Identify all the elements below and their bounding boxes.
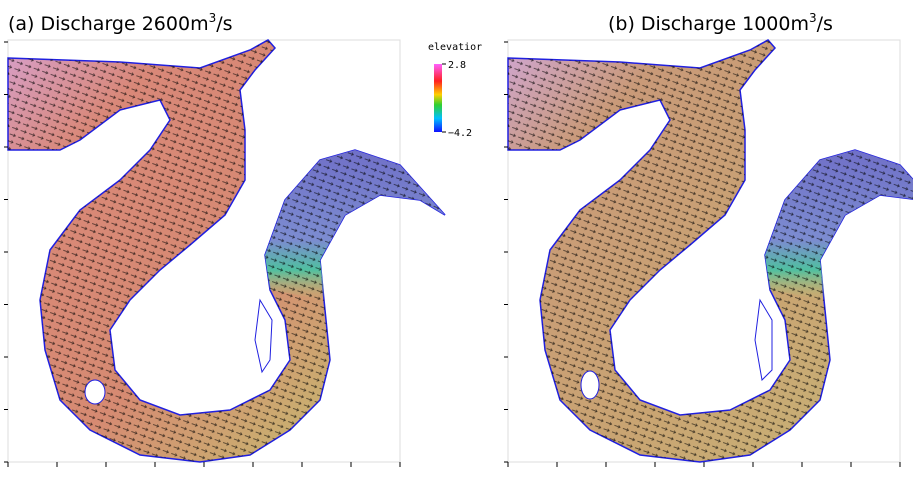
island (85, 380, 105, 404)
island (581, 371, 599, 399)
panel (8, 40, 445, 462)
colorbar-tick-label: −4.2 (448, 128, 472, 139)
colorbar-label: elevatior (428, 42, 482, 53)
island (255, 300, 272, 372)
flow-vectors (8, 40, 445, 462)
panel (508, 40, 913, 462)
island (755, 300, 772, 380)
colorbar (434, 64, 442, 132)
figure: (a) Discharge 2600m3/s (b) Discharge 100… (0, 0, 913, 489)
panel-title: (b) Discharge 1000m3/s (608, 11, 833, 35)
colorbar-tick-label: 2.8 (448, 60, 466, 71)
panel-title: (a) Discharge 2600m3/s (8, 11, 233, 35)
flow-vectors (508, 40, 913, 462)
